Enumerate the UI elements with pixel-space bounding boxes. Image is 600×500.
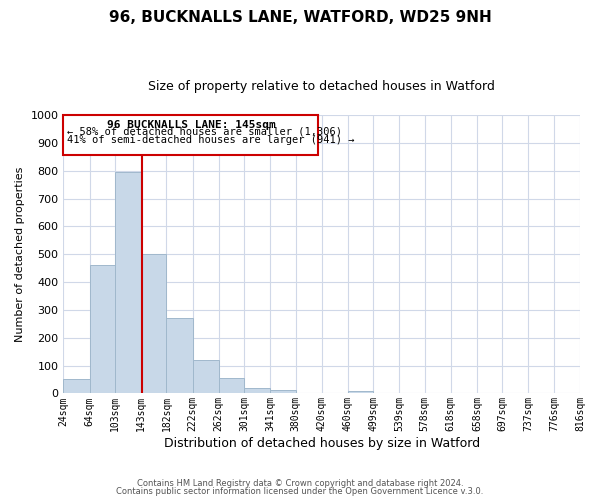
FancyBboxPatch shape [64,115,319,156]
Text: 41% of semi-detached houses are larger (941) →: 41% of semi-detached houses are larger (… [67,135,355,145]
Y-axis label: Number of detached properties: Number of detached properties [15,166,25,342]
Text: Contains HM Land Registry data © Crown copyright and database right 2024.: Contains HM Land Registry data © Crown c… [137,478,463,488]
Bar [244,388,270,394]
Text: ← 58% of detached houses are smaller (1,306): ← 58% of detached houses are smaller (1,… [67,126,343,136]
Bar [166,318,193,394]
Text: 96 BUCKNALLS LANE: 145sqm: 96 BUCKNALLS LANE: 145sqm [107,120,275,130]
Text: Contains public sector information licensed under the Open Government Licence v.: Contains public sector information licen… [116,487,484,496]
Bar [193,360,218,394]
Bar [89,266,115,394]
Bar [64,380,89,394]
Bar [218,378,244,394]
Bar [348,391,373,394]
Bar [141,254,166,394]
Bar [115,172,141,394]
Bar [270,390,296,394]
X-axis label: Distribution of detached houses by size in Watford: Distribution of detached houses by size … [164,437,480,450]
Title: Size of property relative to detached houses in Watford: Size of property relative to detached ho… [148,80,495,93]
Text: 96, BUCKNALLS LANE, WATFORD, WD25 9NH: 96, BUCKNALLS LANE, WATFORD, WD25 9NH [109,10,491,25]
